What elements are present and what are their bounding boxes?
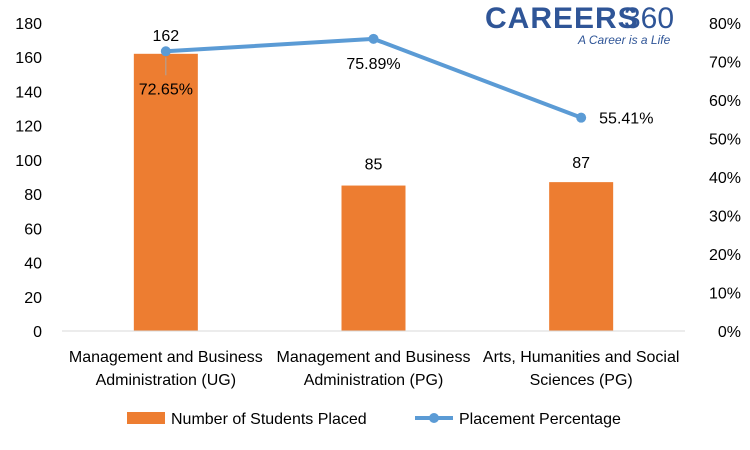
line-point bbox=[576, 112, 587, 123]
line-series bbox=[160, 33, 587, 123]
line-point bbox=[160, 46, 171, 57]
line-data-label: 72.65% bbox=[139, 81, 193, 98]
bar bbox=[341, 185, 406, 331]
logo-main-text: CAREERS bbox=[485, 2, 639, 35]
right-axis-tick-label: 50% bbox=[709, 132, 741, 149]
bar bbox=[133, 53, 198, 332]
line-point bbox=[368, 33, 379, 44]
category-labels: Management and Business Administration (U… bbox=[69, 349, 680, 389]
logo-tagline: A Career is a Life bbox=[577, 33, 671, 47]
line-data-label: 75.89% bbox=[346, 56, 400, 73]
legend-marker bbox=[429, 413, 439, 423]
right-axis-tick-label: 60% bbox=[709, 93, 741, 110]
right-axis-tick-label: 0% bbox=[718, 324, 741, 341]
bar-series bbox=[133, 53, 614, 332]
left-axis-tick-label: 140 bbox=[15, 84, 42, 101]
right-axis-ticks: 0% 10% 20% 30% 40% 50% 60% 70% 80% bbox=[709, 16, 741, 341]
category-label: Arts, Humanities and Social bbox=[483, 349, 680, 366]
left-axis-tick-label: 20 bbox=[24, 290, 42, 307]
bar-data-label: 87 bbox=[572, 155, 590, 172]
bar-data-label: 162 bbox=[152, 28, 179, 45]
category-label: Management and Business bbox=[69, 349, 263, 366]
category-label: Administration (PG) bbox=[304, 372, 444, 389]
right-axis-tick-label: 20% bbox=[709, 247, 741, 264]
logo-number-text: 360 bbox=[624, 2, 674, 35]
left-axis-tick-label: 180 bbox=[15, 16, 42, 33]
right-axis-tick-label: 30% bbox=[709, 209, 741, 226]
right-axis-tick-label: 40% bbox=[709, 170, 741, 187]
left-axis-tick-label: 160 bbox=[15, 50, 42, 67]
right-axis-tick-label: 70% bbox=[709, 55, 741, 72]
left-axis-tick-label: 80 bbox=[24, 187, 42, 204]
legend-label: Placement Percentage bbox=[459, 411, 621, 428]
left-axis-tick-label: 120 bbox=[15, 119, 42, 136]
right-axis-tick-label: 10% bbox=[709, 286, 741, 303]
bar-data-labels: 162 85 87 bbox=[152, 28, 590, 174]
legend-swatch-bar bbox=[127, 412, 165, 424]
bar-data-label: 85 bbox=[365, 157, 383, 174]
line-data-labels: 72.65% 75.89% 55.41% bbox=[139, 56, 654, 128]
series-line bbox=[165, 36, 582, 120]
category-label: Management and Business bbox=[277, 349, 471, 366]
bar bbox=[549, 182, 614, 331]
left-axis-tick-label: 40 bbox=[24, 256, 42, 273]
legend: Number of Students Placed Placement Perce… bbox=[127, 411, 621, 428]
left-axis-tick-label: 0 bbox=[33, 324, 42, 341]
careers360-logo: CAREERS 360 A Career is a Life bbox=[485, 2, 674, 47]
legend-label: Number of Students Placed bbox=[171, 411, 367, 428]
category-label: Sciences (PG) bbox=[530, 372, 633, 389]
category-label: Administration (UG) bbox=[96, 372, 236, 389]
right-axis-tick-label: 80% bbox=[709, 16, 741, 33]
line-data-label: 55.41% bbox=[599, 111, 653, 128]
left-axis-tick-label: 60 bbox=[24, 221, 42, 238]
left-axis-tick-label: 100 bbox=[15, 153, 42, 170]
left-axis-ticks: 0 20 40 60 80 100 120 140 160 180 bbox=[15, 16, 42, 341]
